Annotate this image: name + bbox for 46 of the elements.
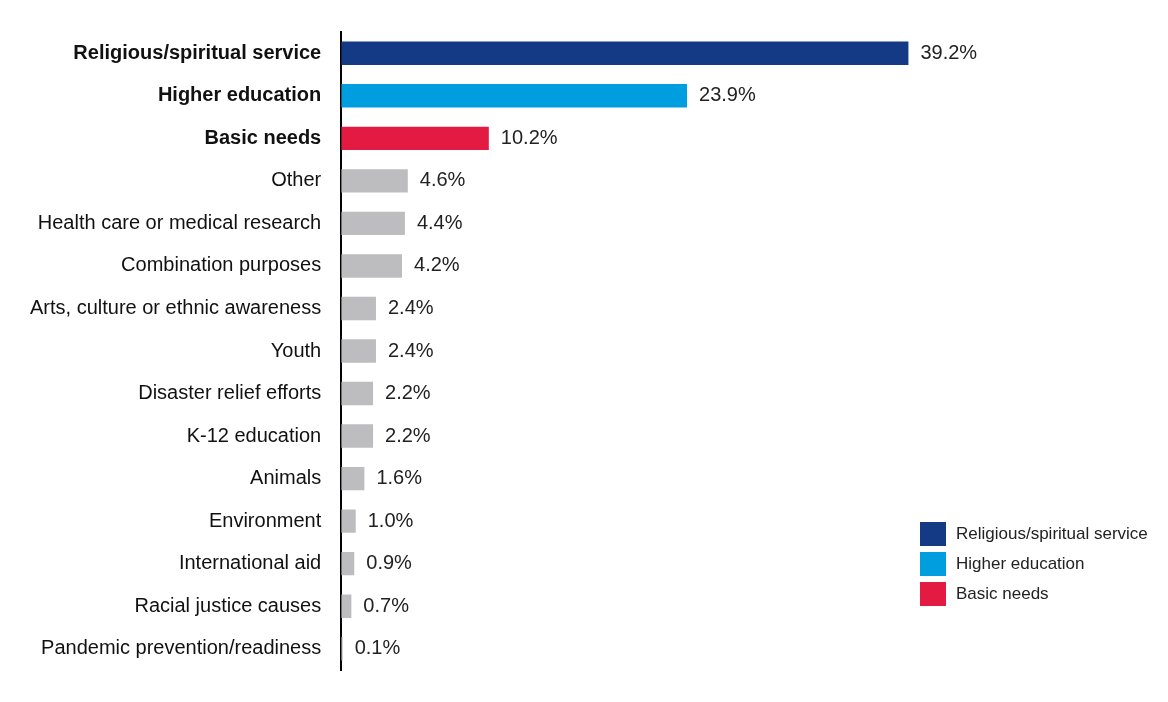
y-tick-label: Higher education — [157, 83, 322, 106]
bar — [341, 381, 374, 406]
y-tick-label: Basic needs — [204, 125, 322, 148]
data-label: 2.4% — [387, 295, 434, 318]
bar — [341, 126, 489, 151]
bar — [341, 509, 356, 533]
data-label: 1.0% — [367, 508, 414, 531]
y-tick-label: Health care or medical research — [37, 210, 322, 233]
y-tick-label: Pandemic prevention/readiness — [41, 636, 322, 659]
legend-label: Higher education — [956, 554, 1085, 574]
bar — [341, 211, 405, 236]
y-tick-label: Racial justice causes — [134, 593, 322, 616]
bar — [341, 466, 365, 491]
y-tick-label: International aid — [178, 551, 322, 574]
y-tick-label: Religious/spiritual service — [73, 40, 322, 63]
data-label: 1.6% — [376, 466, 423, 489]
bar — [341, 254, 403, 278]
y-tick-label: Youth — [270, 338, 322, 361]
bar — [341, 424, 374, 448]
data-label: 0.9% — [366, 551, 413, 574]
y-tick-label: Other — [271, 168, 322, 191]
y-tick-label: Environment — [208, 508, 322, 531]
bar — [341, 296, 376, 321]
bar — [341, 169, 408, 193]
y-tick-label: Arts, culture or ethnic awareness — [29, 295, 322, 318]
data-label: 4.6% — [419, 168, 466, 191]
data-label: 2.2% — [385, 423, 431, 446]
data-label: 2.4% — [387, 338, 434, 361]
data-label: 10.2% — [500, 125, 558, 148]
bar — [341, 84, 688, 108]
bar — [341, 551, 355, 576]
bar — [341, 339, 376, 363]
data-label: 0.1% — [354, 636, 401, 659]
legend-label: Religious/spiritual service — [956, 524, 1148, 544]
bar — [341, 41, 909, 65]
data-label: 0.7% — [363, 593, 410, 616]
y-tick-label: Animals — [250, 466, 322, 489]
data-label: 4.2% — [414, 253, 460, 276]
data-label: 4.4% — [416, 210, 463, 233]
y-tick-label: Combination purposes — [121, 253, 322, 276]
data-label: 23.9% — [699, 83, 756, 106]
y-tick-label: K-12 education — [186, 423, 322, 446]
data-label: 39.2% — [920, 40, 978, 63]
y-tick-label: Disaster relief efforts — [138, 381, 322, 404]
legend-label: Basic needs — [956, 584, 1049, 604]
data-label: 2.2% — [385, 381, 431, 404]
